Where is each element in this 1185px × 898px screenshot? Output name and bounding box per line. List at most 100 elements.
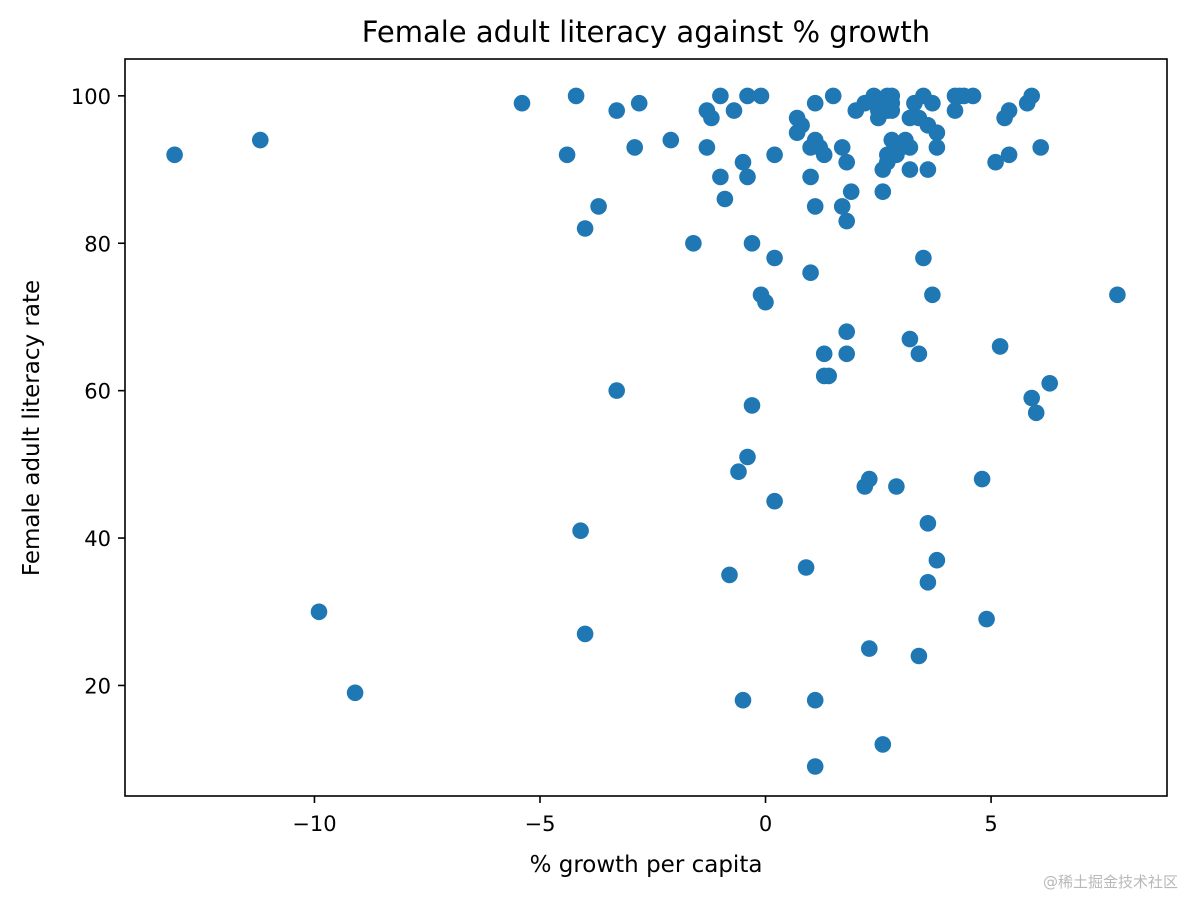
y-axis-label: Female adult literacy rate: [19, 280, 45, 576]
data-point: [973, 470, 991, 488]
data-point: [883, 102, 901, 119]
data-point: [806, 691, 824, 709]
data-point: [721, 566, 738, 584]
y-tick-label: 20: [84, 674, 111, 698]
data-point: [833, 198, 851, 215]
data-point: [815, 146, 833, 164]
data-point: [838, 153, 855, 171]
data-point: [987, 153, 1004, 171]
data-point: [1109, 286, 1126, 304]
data-point: [838, 212, 855, 230]
data-point: [166, 146, 183, 164]
data-point: [838, 323, 855, 341]
data-point: [802, 264, 819, 282]
data-point: [901, 330, 919, 348]
x-tick-label: 5: [984, 812, 997, 836]
data-point: [630, 94, 648, 112]
data-point: [739, 87, 756, 105]
data-point: [558, 146, 576, 164]
data-point: [1000, 102, 1018, 119]
data-point: [833, 139, 851, 156]
data-point: [513, 94, 531, 112]
data-point: [924, 94, 941, 112]
data-point: [820, 367, 837, 385]
data-point: [766, 146, 783, 164]
data-point: [310, 603, 328, 621]
data-point: [739, 168, 756, 186]
data-point: [1023, 389, 1040, 407]
data-point: [910, 647, 928, 665]
data-point: [861, 640, 878, 657]
plot-frame: [124, 58, 1168, 797]
data-point: [915, 249, 932, 267]
data-point: [838, 345, 855, 363]
y-tick-label: 100: [71, 85, 111, 109]
data-point: [802, 168, 819, 186]
data-point: [928, 139, 946, 156]
data-point: [734, 153, 752, 171]
data-point: [978, 610, 995, 628]
data-point: [739, 448, 756, 466]
data-point: [991, 338, 1009, 355]
data-point: [766, 249, 783, 267]
data-point: [824, 87, 842, 105]
y-axis-ticks: 20 40 60 80 100: [71, 85, 125, 698]
data-point: [1000, 146, 1018, 164]
x-tick-label: −5: [525, 812, 556, 836]
data-point: [725, 102, 743, 119]
data-point: [924, 286, 941, 304]
data-point: [590, 198, 607, 215]
data-point: [608, 102, 625, 119]
data-point: [806, 198, 824, 215]
data-point: [716, 190, 734, 208]
scatter-points: [166, 87, 1126, 775]
data-point: [703, 109, 720, 127]
data-point: [928, 124, 946, 141]
data-point: [964, 87, 982, 105]
data-point: [928, 551, 946, 569]
data-point: [743, 397, 761, 414]
data-point: [806, 758, 824, 775]
data-point: [662, 131, 680, 149]
data-point: [919, 574, 937, 591]
data-point: [874, 736, 892, 753]
x-axis-label: % growth per capita: [530, 852, 763, 878]
data-point: [734, 691, 752, 709]
data-point: [919, 161, 937, 178]
x-axis-ticks: −10 −5 0 5: [292, 796, 998, 836]
data-point: [685, 235, 702, 252]
data-point: [757, 293, 774, 311]
data-point: [567, 87, 585, 105]
data-point: [251, 131, 269, 149]
data-point: [910, 345, 928, 363]
data-point: [730, 463, 747, 481]
data-point: [712, 87, 729, 105]
data-point: [576, 220, 594, 237]
data-point: [572, 522, 589, 539]
data-point: [874, 183, 892, 200]
data-point: [1032, 139, 1049, 156]
data-point: [743, 235, 761, 252]
data-point: [946, 102, 964, 119]
data-point: [793, 117, 810, 134]
data-point: [806, 94, 824, 112]
data-point: [698, 139, 716, 156]
data-point: [608, 382, 625, 399]
y-tick-label: 60: [84, 380, 111, 404]
data-point: [1023, 87, 1040, 105]
x-tick-label: −10: [292, 812, 336, 836]
data-point: [766, 492, 783, 510]
data-point: [901, 161, 919, 178]
chart-title: Female adult literacy against % growth: [362, 15, 930, 49]
data-point: [797, 559, 815, 576]
y-tick-label: 40: [84, 527, 111, 551]
data-point: [815, 345, 833, 363]
watermark: @稀土掘金技术社区: [1043, 873, 1178, 891]
data-point: [626, 139, 643, 156]
data-point: [888, 478, 905, 495]
data-point: [901, 139, 919, 156]
data-point: [861, 470, 878, 488]
data-point: [712, 168, 729, 186]
y-tick-label: 80: [84, 232, 111, 256]
